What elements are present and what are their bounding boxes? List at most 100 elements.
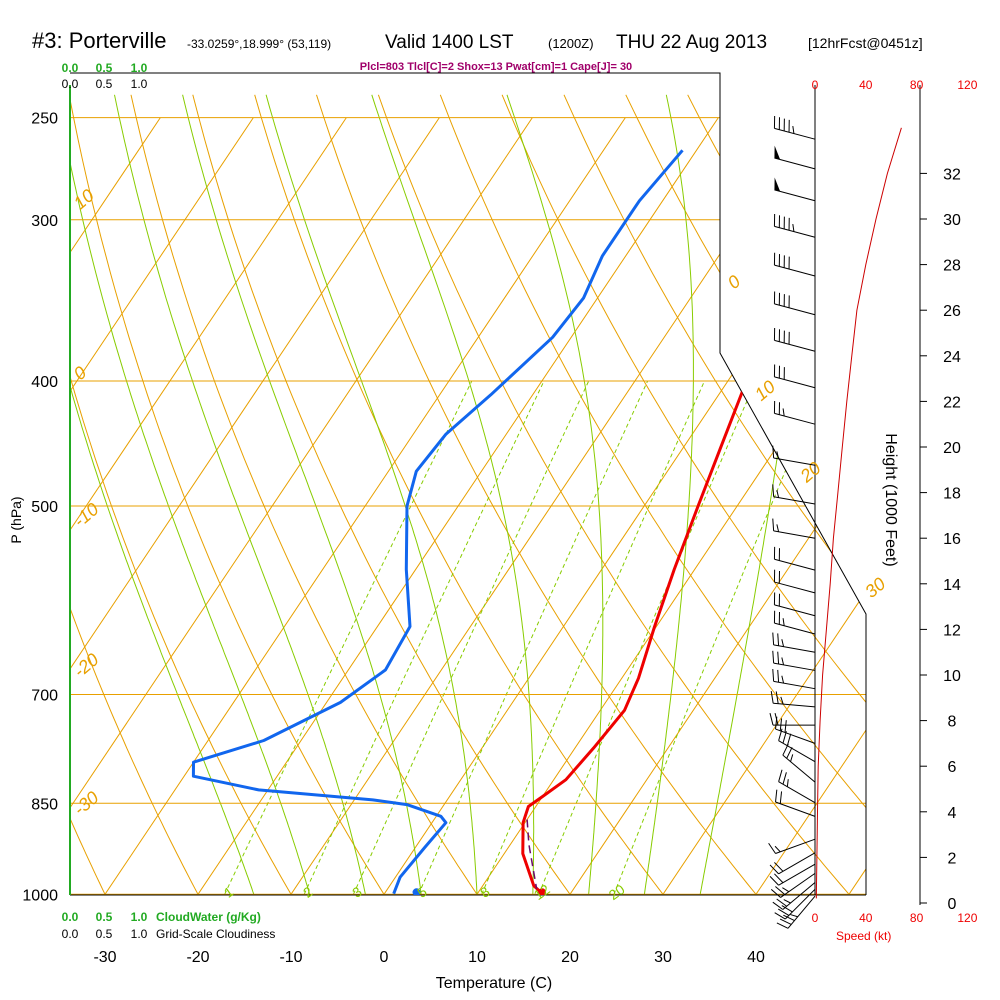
temperature-tick-label: 20 [561,949,579,966]
isotherm-line [848,117,866,895]
wind-barb [768,838,816,854]
wind-barb [773,569,816,594]
wind-barb-staff [774,622,816,635]
wind-barb [772,484,816,505]
wind-barb-feather [781,905,793,913]
wind-barb [774,145,816,170]
wind-barb-feather [778,908,790,916]
wind-barb-feather [768,842,776,854]
wind-barb-staff [773,644,816,653]
height-tick-label: 6 [948,759,957,776]
wind-barb [772,445,816,466]
speed-tick-label: 120 [957,78,977,92]
cloud-tick-label: 0.0 [62,927,79,941]
wind-barb [770,872,816,898]
dry-adiabat-line [192,94,571,895]
height-tick-label: 10 [943,668,961,685]
cloud-tick-label: 0.5 [96,910,113,924]
wind-barb-staff [787,895,816,929]
mixing-ratio-line [613,380,824,895]
isotherm-label: 10 [751,376,779,404]
dry-adiabat-line [501,94,866,895]
wind-barb-feather [772,901,784,910]
dry-adiabat-line [254,94,664,895]
wind-barb-feather [779,791,783,804]
wind-barb [773,327,816,352]
height-tick-label: 22 [943,394,961,411]
wind-barb [772,650,816,671]
speed-tick-label: 120 [957,911,977,925]
wind-barb-feather [790,754,794,762]
wind-barb [773,364,816,389]
dry-adiabat-line [130,94,478,895]
wind-barb-staff [774,604,816,617]
wind-barb-feather [783,914,795,922]
wind-barb-feather [775,886,786,895]
station-coords: -33.0259°,18.999° (53,119) [187,37,331,51]
wind-barb-staff [782,882,816,910]
wind-barb-feather [774,912,786,920]
wind-barb-feather [790,914,798,918]
cloud-tick-label: 1.0 [131,61,148,75]
height-tick-label: 16 [943,531,961,548]
wind-barb-feather [781,675,785,684]
wind-barb-staff [773,702,816,708]
dry-adiabat-line [0,95,12,895]
cloud-tick-label: 0.0 [62,61,79,75]
wind-barb-staff [773,662,816,671]
wind-barb-feather [772,669,775,682]
wind-barb [775,789,816,817]
dry-adiabat-line [377,94,850,895]
isotherm-line [70,117,161,895]
wind-barb-staff [774,225,816,238]
wind-barb-feather [769,864,779,875]
speed-tick-label: 80 [910,911,924,925]
wind-barb-staff [780,872,816,898]
moist-adiabat-line [114,94,366,895]
plot-frame-right [70,72,867,895]
cloud-tick-label: 1.0 [131,77,148,91]
valid-utc: (1200Z) [548,36,594,51]
wind-barb-staff [782,754,816,783]
cloud-tick-label: 0.5 [96,77,113,91]
speed-tick-label: 0 [812,78,819,92]
wind-barb-staff [773,680,816,690]
wind-barb-staff [784,888,816,920]
wind-barb [769,852,816,875]
moist-adiabat-line [70,94,255,895]
wind-barb-staff [773,457,816,466]
moist-adiabat-line [699,94,815,895]
wind-barb [773,592,816,617]
wind-barb-feather [786,779,789,787]
wind-barb-staff [778,863,816,886]
height-tick-label: 26 [943,303,961,320]
wind-barb-feather [772,445,775,458]
wind-barb-feather [772,484,775,497]
wind-barb-staff [774,303,816,316]
mixing-ratio-label: 2 [300,883,316,901]
moist-adiabat-line [643,94,694,895]
height-tick-label: 24 [943,349,961,366]
wind-barb-staff [778,740,816,763]
cloud-tick-label: 0.0 [62,910,79,924]
height-tick-label: 4 [948,805,957,822]
wind-barb-feather [772,650,775,664]
temperature-tick-label: -30 [93,949,116,966]
wind-barb-staff [774,189,816,202]
wind-barb-staff [775,801,816,817]
pressure-tick-label: 850 [31,796,58,813]
dry-adiabat-line [749,94,866,895]
wind-barb-staff [774,264,816,277]
pressure-tick-label: 400 [31,374,58,391]
isotherm-line [755,117,866,895]
wind-barb [773,213,816,238]
isotherm-line [70,117,254,895]
mixing-ratio-line [481,380,705,895]
moist-adiabat-line [506,94,604,895]
wind-barb [773,546,816,571]
wind-barb-feather [777,669,780,683]
wind-barb [769,863,816,886]
wind-barb [774,888,816,920]
wind-barb-feather [769,713,774,726]
pressure-tick-label: 500 [31,499,58,516]
